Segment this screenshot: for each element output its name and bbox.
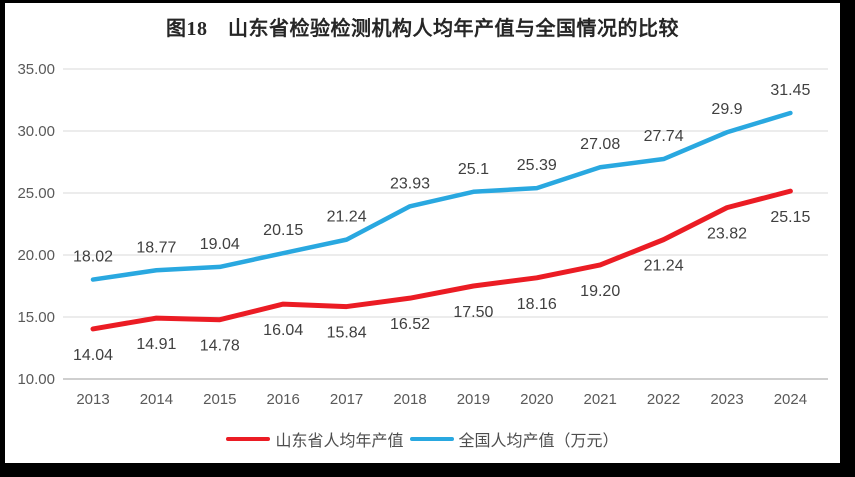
x-axis-tick-label: 2015 (203, 391, 236, 408)
x-axis-tick-label: 2019 (457, 391, 490, 408)
legend-line-swatch (409, 436, 454, 442)
legend-label: 山东省人均年产值 (275, 433, 404, 450)
legend-item: 山东省人均年产值 (226, 427, 404, 451)
data-label: 19.04 (200, 236, 240, 253)
data-label: 31.45 (770, 82, 810, 99)
data-label: 25.39 (517, 157, 557, 174)
chart-page: 图18 山东省检验检测机构人均年产值与全国情况的比较 35.00 30.00 25.… (5, 3, 840, 463)
data-label: 21.24 (327, 209, 367, 226)
y-axis-tick-label: 15.00 (17, 309, 55, 326)
x-axis-tick-label: 2021 (584, 391, 617, 408)
x-axis-tick-label: 2018 (393, 391, 426, 408)
x-axis-tick-label: 2024 (774, 391, 807, 408)
data-label: 14.78 (200, 338, 240, 355)
data-label: 23.93 (390, 175, 430, 192)
line-chart: 35.00 30.00 25.00 20.00 15.00 10.00 2013 2014 20… (17, 61, 828, 408)
series-line-1 (90, 110, 793, 282)
data-label: 27.08 (580, 136, 620, 153)
legend-line-swatch (226, 436, 271, 442)
x-axis-tick-label: 2022 (647, 391, 680, 408)
chart-legend: 山东省人均年产值 全国人均产值（万元） (5, 427, 840, 451)
x-axis-tick-label: 2020 (520, 391, 553, 408)
data-label: 25.1 (458, 161, 489, 178)
data-label: 23.82 (707, 226, 747, 243)
legend-label: 全国人均产值（万元） (458, 433, 619, 450)
y-axis-tick-label: 10.00 (17, 371, 55, 388)
y-axis-tick-label: 25.00 (17, 185, 55, 202)
data-label: 20.15 (263, 222, 303, 239)
data-label: 14.04 (73, 347, 113, 364)
x-axis-tick-label: 2016 (267, 391, 300, 408)
x-axis-tick-label: 2023 (710, 391, 743, 408)
x-axis-tick-label: 2013 (76, 391, 109, 408)
data-label: 14.91 (136, 336, 176, 353)
data-label: 18.02 (73, 249, 113, 266)
legend-item: 全国人均产值（万元） (409, 427, 619, 451)
data-label: 25.15 (770, 209, 810, 226)
x-axis-tick-label: 2014 (140, 391, 173, 408)
y-axis-tick-label: 35.00 (17, 61, 55, 78)
chart-title: 图18 山东省检验检测机构人均年产值与全国情况的比较 (166, 18, 679, 40)
data-label: 18.77 (136, 239, 176, 256)
data-label: 27.74 (644, 128, 684, 145)
y-axis-tick-label: 20.00 (17, 247, 55, 264)
data-label: 16.52 (390, 316, 430, 333)
data-label: 29.9 (711, 101, 742, 118)
data-label: 16.04 (263, 322, 303, 339)
y-axis-tick-label: 30.00 (17, 123, 55, 140)
data-label: 18.16 (517, 296, 557, 313)
series-line-0 (90, 188, 793, 332)
data-label: 15.84 (327, 325, 367, 342)
data-label: 19.20 (580, 283, 620, 300)
x-axis-tick-label: 2017 (330, 391, 363, 408)
data-label: 17.50 (453, 304, 493, 321)
data-label: 21.24 (644, 258, 684, 275)
